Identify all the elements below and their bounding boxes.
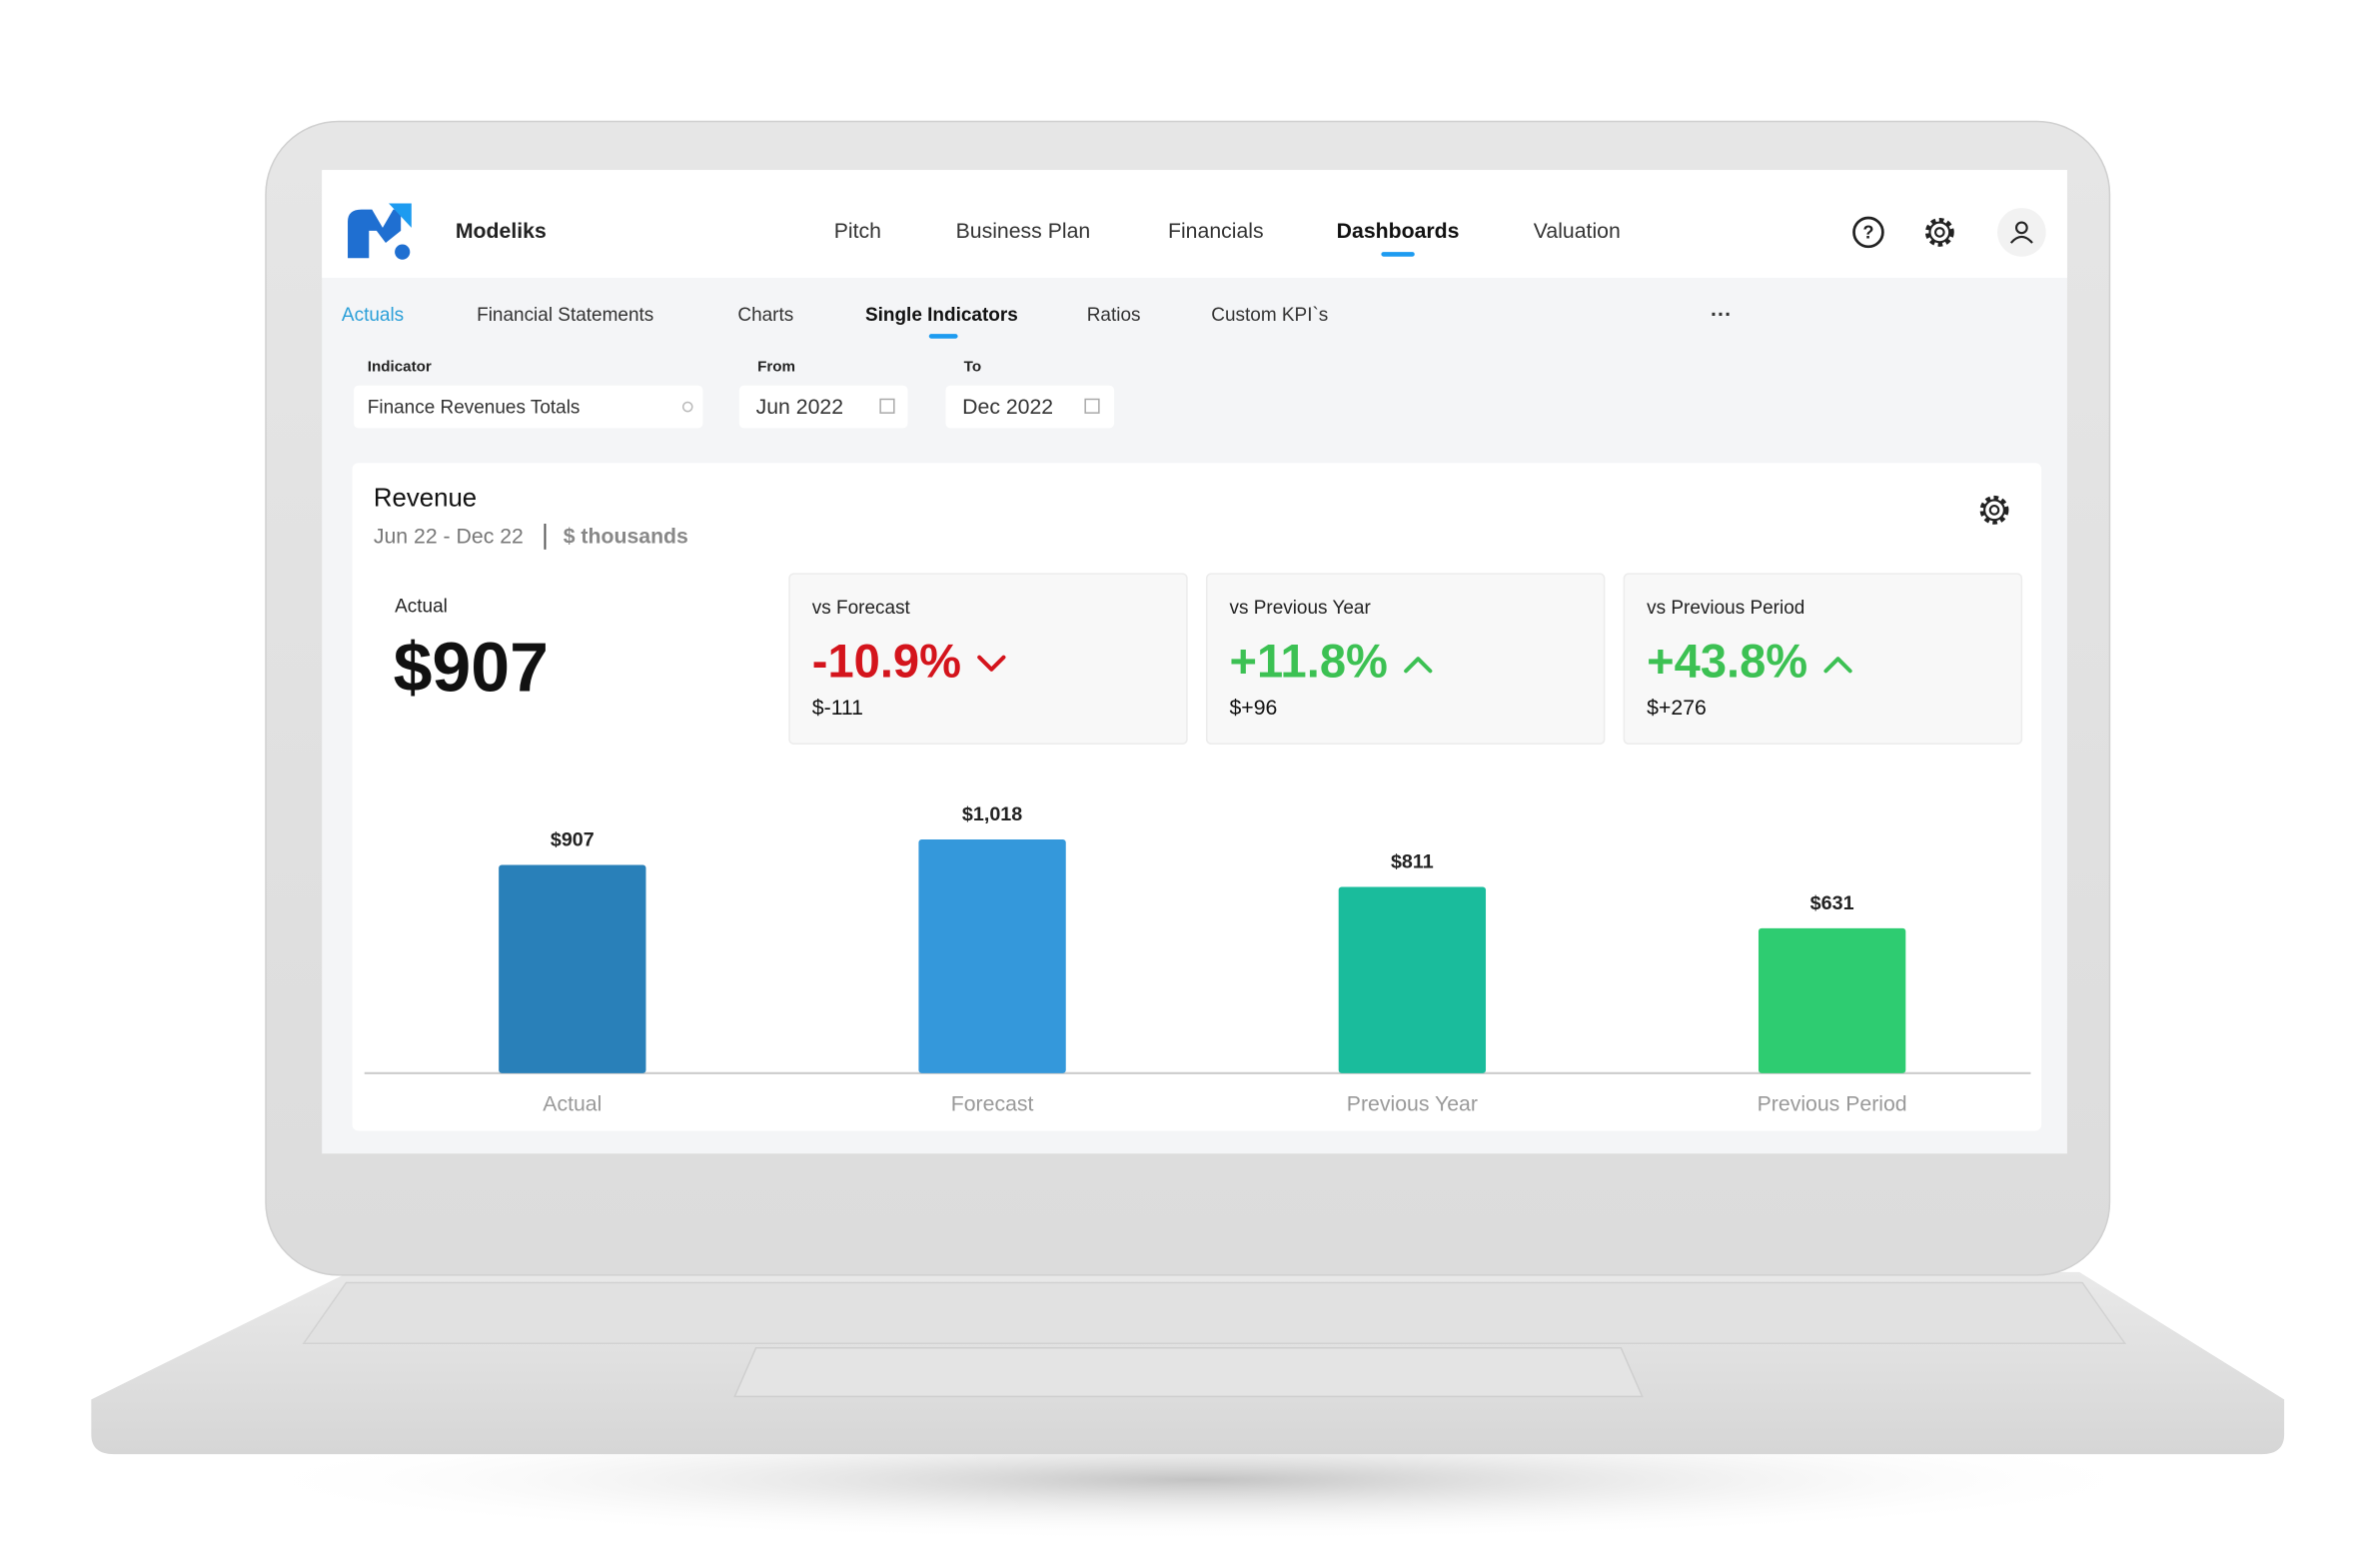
comparison-change: +43.8% bbox=[1647, 635, 1807, 688]
bar bbox=[1338, 886, 1487, 1073]
user-icon bbox=[2014, 221, 2028, 235]
settings-icon[interactable] bbox=[1924, 217, 1954, 247]
tab[interactable]: Single Indicators bbox=[865, 305, 1018, 326]
from-input[interactable] bbox=[738, 385, 908, 429]
comparison-change: +11.8% bbox=[1229, 635, 1387, 688]
indicator-input[interactable] bbox=[354, 385, 703, 429]
brand: Modeliks bbox=[456, 219, 547, 243]
actual-value: $907 bbox=[394, 628, 549, 706]
comparison-box bbox=[788, 573, 1188, 746]
calendar-icon bbox=[879, 398, 895, 414]
card-unit: $ thousands bbox=[564, 524, 688, 548]
filter-label: Indicator bbox=[368, 359, 432, 376]
trend-arrow bbox=[977, 655, 1006, 672]
trackpad bbox=[733, 1347, 1644, 1398]
user-icon-body bbox=[2009, 235, 2033, 244]
bar-value-label: $1,018 bbox=[962, 803, 1022, 825]
logo-accent bbox=[389, 203, 412, 228]
bar-value-label: $631 bbox=[1810, 892, 1854, 914]
comparison-label: vs Forecast bbox=[812, 598, 911, 619]
card bbox=[352, 463, 2042, 1131]
filter-value: Finance Revenues Totals bbox=[368, 398, 581, 419]
card-settings-icon[interactable] bbox=[1979, 495, 2009, 525]
trend-arrow bbox=[1404, 657, 1433, 674]
comparison-difference: $-111 bbox=[812, 696, 863, 720]
card-title: Revenue bbox=[374, 485, 477, 513]
bar-value-label: $907 bbox=[551, 828, 595, 850]
bar-category-label: Forecast bbox=[951, 1091, 1034, 1115]
nav-item[interactable]: Dashboards bbox=[1337, 219, 1460, 243]
comparison-label: vs Previous Year bbox=[1229, 598, 1370, 619]
card-period: Jun 22 - Dec 22 bbox=[374, 524, 524, 548]
nav-item[interactable]: Financials bbox=[1168, 219, 1264, 243]
comparison-label: vs Previous Period bbox=[1647, 598, 1804, 619]
tab-active-indicator bbox=[928, 334, 958, 339]
bar-category-label: Actual bbox=[543, 1091, 601, 1115]
to-input[interactable] bbox=[945, 385, 1115, 429]
comparison-difference: $+276 bbox=[1647, 696, 1707, 720]
search-icon bbox=[681, 401, 693, 413]
tab[interactable]: Charts bbox=[737, 305, 793, 326]
logo bbox=[348, 209, 402, 259]
logo-dot bbox=[395, 244, 411, 260]
header bbox=[322, 170, 2067, 278]
bar-value-label: $811 bbox=[1391, 850, 1434, 872]
filter-label: From bbox=[757, 359, 795, 376]
filter-value: Dec 2022 bbox=[962, 395, 1053, 419]
bar-category-label: Previous Period bbox=[1758, 1091, 1907, 1115]
tab[interactable]: Financial Statements bbox=[477, 305, 653, 326]
nav-item[interactable]: Valuation bbox=[1534, 219, 1621, 243]
comparison-box bbox=[1205, 573, 1606, 746]
tab[interactable]: Ratios bbox=[1087, 305, 1141, 326]
trend-arrow bbox=[1823, 657, 1852, 674]
more-menu[interactable]: ··· bbox=[1711, 303, 1732, 327]
comparison-difference: $+96 bbox=[1229, 696, 1277, 720]
filter-value: Jun 2022 bbox=[756, 395, 843, 419]
comparison-box bbox=[1623, 573, 2023, 746]
bar bbox=[499, 864, 646, 1073]
tab[interactable]: Custom KPI`s bbox=[1211, 305, 1328, 326]
comparison-change: -10.9% bbox=[812, 635, 961, 688]
nav-active-indicator bbox=[1381, 252, 1415, 257]
calendar-icon bbox=[1084, 398, 1100, 414]
bar bbox=[1758, 927, 1906, 1073]
actual-label: Actual bbox=[395, 597, 448, 618]
nav-item[interactable]: Business Plan bbox=[956, 219, 1091, 243]
bar-category-label: Previous Year bbox=[1347, 1091, 1478, 1115]
help-glyph: ? bbox=[1862, 223, 1873, 243]
help-icon[interactable] bbox=[1852, 216, 1884, 249]
keyboard bbox=[302, 1281, 2127, 1344]
tab[interactable]: Actuals bbox=[342, 305, 404, 326]
nav-item[interactable]: Pitch bbox=[834, 219, 881, 243]
filter-label: To bbox=[964, 359, 981, 376]
bar bbox=[918, 838, 1066, 1073]
